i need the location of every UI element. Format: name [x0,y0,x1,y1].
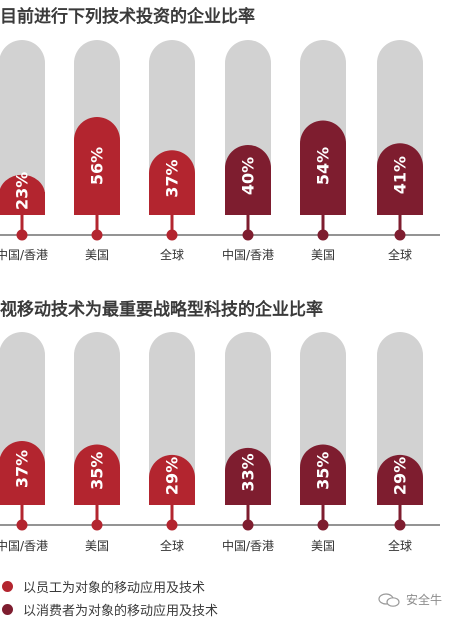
chart-1-category-label: 中国/香港 [222,247,274,262]
chart-2-bar-base [300,482,346,505]
wechat-icon [378,592,400,607]
chart-1-axis-dot [242,229,254,241]
chart-1-category-label: 美国 [311,248,335,262]
chart-1-bar-stem [20,213,24,235]
chart-2-bar-base [225,482,271,505]
chart-1-data-label: 54% [314,147,333,185]
chart-2-category-label: 美国 [85,539,109,553]
legend-employee-swatch [2,581,13,592]
chart-2-data-label: 35% [88,452,107,490]
chart-2-axis-dot [317,519,329,531]
chart-1-category-label: 美国 [85,248,109,262]
chart-1-data-label: 56% [88,147,107,185]
chart-2-axis-dot [166,519,178,531]
chart-1-category-label: 中国/香港 [0,247,48,262]
chart-2-data-label: 33% [239,453,258,491]
chart-2-bar-stem [20,503,24,525]
chart-1-bar [300,120,346,215]
chart-2-category-label: 全球 [160,538,184,553]
chart-1-bar-base [377,192,423,215]
chart-1-data-label: 23% [13,172,32,210]
chart-1-bar-base [225,192,271,215]
chart-1-bar-stem [170,213,174,235]
chart-2-data-label: 29% [391,457,410,495]
chart-2-axis-dot [91,519,103,531]
watermark-text: 安全牛 [405,593,442,607]
chart-1-bar-stem [321,213,325,235]
chart-2-category-label: 全球 [388,538,412,553]
chart-1-bar-stem [95,213,99,235]
chart-1-bar-stem [398,213,402,235]
chart-1-bar-base [300,192,346,215]
legend-employee-label: 以员工为对象的移动应用及技术 [23,581,206,596]
chart-2-data-label: 37% [13,450,32,488]
chart-2-axis-dot [242,519,254,531]
chart-2-axis-dot [16,519,28,531]
legend-consumer-swatch [2,604,13,615]
chart-2-category-label: 美国 [311,539,335,553]
chart-1-axis-dot [317,229,329,241]
chart-1-axis-dot [16,229,28,241]
legend-consumer: 以消费者为对象的移动应用及技术 [2,600,218,619]
chart-2-bar-stem [398,503,402,525]
chart-2-bar-stem [246,503,250,525]
chart-2-category-label: 中国/香港 [0,538,48,553]
chart-1-data-label: 37% [163,159,182,197]
chart-2-title: 视移动技术为最重要战略型科技的企业比率 [0,300,323,320]
chart-2-bar-stem [321,503,325,525]
chart-1-bar-base [0,192,45,215]
legend-consumer-label: 以消费者为对象的移动应用及技术 [23,604,219,619]
chart-2-data-label: 29% [163,457,182,495]
chart-1-axis-dot [91,229,103,241]
chart-1-data-label: 40% [239,157,258,195]
chart-1-bar-base [149,192,195,215]
watermark: 安全牛 [378,591,442,608]
chart-1-category-label: 全球 [388,247,412,262]
chart-2-bar-stem [95,503,99,525]
chart-2-bar-base [0,482,45,505]
chart-2-bar-base [377,482,423,505]
chart-2-data-label: 35% [314,452,333,490]
chart-2-axis-dot [394,519,406,531]
chart-2-category-label: 中国/香港 [222,538,274,553]
chart-2-bar-base [149,482,195,505]
chart-1-axis-dot [166,229,178,241]
chart-2-bar-base [74,482,120,505]
legend-employee: 以员工为对象的移动应用及技术 [2,577,205,596]
chart-1-axis-dot [394,229,406,241]
chart-2-bar-stem [170,503,174,525]
chart-1-data-label: 41% [391,156,410,194]
chart-1-category-label: 全球 [160,247,184,262]
chart-1-bar [74,117,120,215]
chart-1-bar-base [74,192,120,215]
chart-1-bar-track [0,40,45,215]
chart-1-title: 目前进行下列技术投资的企业比率 [0,7,255,27]
chart-1-bar-stem [246,213,250,235]
